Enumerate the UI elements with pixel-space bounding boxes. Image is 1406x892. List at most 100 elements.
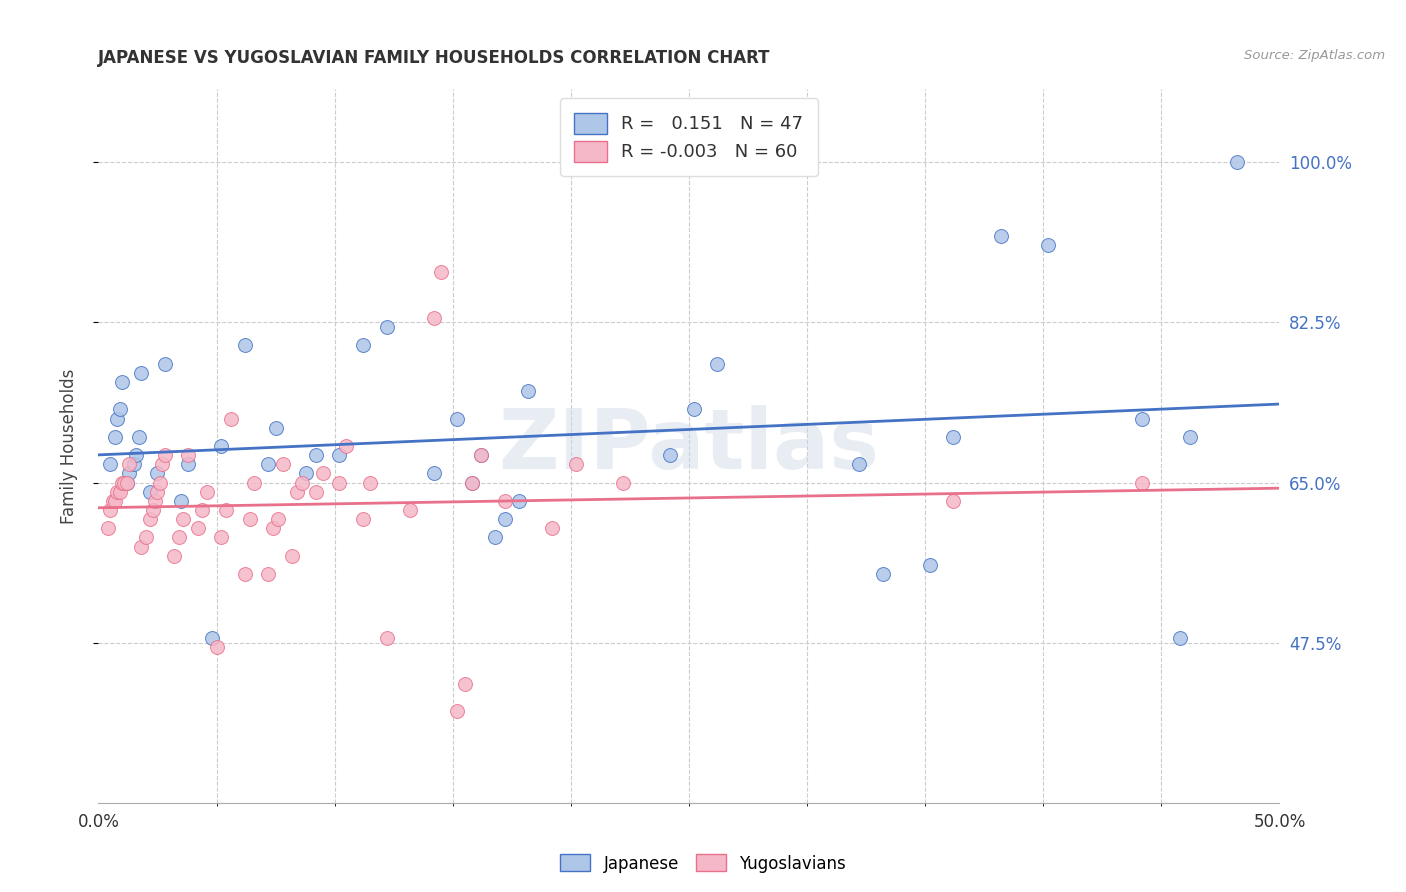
- Point: [167, 531, 190, 545]
- Point: [990, 228, 1012, 243]
- Point: [163, 549, 186, 563]
- Point: [142, 503, 165, 517]
- Point: [423, 467, 446, 481]
- Point: [446, 411, 468, 425]
- Point: [243, 475, 266, 490]
- Point: [191, 503, 214, 517]
- Point: [375, 631, 398, 645]
- Point: [1132, 411, 1154, 425]
- Point: [209, 531, 232, 545]
- Point: [423, 310, 446, 325]
- Point: [682, 402, 704, 417]
- Point: [153, 448, 176, 462]
- Point: [942, 494, 965, 508]
- Point: [233, 338, 256, 352]
- Point: [312, 467, 335, 481]
- Point: [918, 558, 941, 572]
- Point: [135, 531, 157, 545]
- Point: [219, 411, 242, 425]
- Point: [290, 475, 312, 490]
- Point: [201, 631, 224, 645]
- Point: [612, 475, 634, 490]
- Point: [257, 458, 280, 472]
- Point: [187, 521, 209, 535]
- Point: [541, 521, 564, 535]
- Point: [170, 494, 193, 508]
- Point: [139, 484, 162, 499]
- Point: [460, 475, 482, 490]
- Point: [257, 567, 280, 582]
- Point: [564, 458, 586, 472]
- Point: [112, 475, 135, 490]
- Point: [125, 448, 148, 462]
- Point: [267, 512, 290, 526]
- Point: [262, 521, 284, 535]
- Point: [484, 531, 506, 545]
- Point: [1168, 631, 1191, 645]
- Point: [352, 512, 374, 526]
- Point: [305, 484, 328, 499]
- Point: [111, 375, 134, 389]
- Text: Source: ZipAtlas.com: Source: ZipAtlas.com: [1244, 49, 1385, 62]
- Point: [508, 494, 530, 508]
- Point: [143, 494, 166, 508]
- Y-axis label: Family Households: Family Households: [59, 368, 77, 524]
- Point: [460, 475, 482, 490]
- Point: [129, 366, 152, 380]
- Point: [177, 458, 200, 472]
- Point: [205, 640, 228, 655]
- Point: [872, 567, 894, 582]
- Point: [118, 467, 141, 481]
- Point: [101, 494, 124, 508]
- Point: [494, 512, 516, 526]
- Text: ZIPatlas: ZIPatlas: [499, 406, 879, 486]
- Point: [108, 484, 131, 499]
- Point: [146, 467, 169, 481]
- Point: [108, 402, 131, 417]
- Point: [1036, 237, 1059, 252]
- Legend: R =   0.151   N = 47, R = -0.003   N = 60: R = 0.151 N = 47, R = -0.003 N = 60: [560, 98, 818, 176]
- Point: [105, 484, 128, 499]
- Legend: Japanese, Yugoslavians: Japanese, Yugoslavians: [554, 847, 852, 880]
- Point: [97, 521, 120, 535]
- Point: [98, 503, 121, 517]
- Point: [104, 494, 127, 508]
- Point: [111, 475, 134, 490]
- Point: [98, 458, 121, 472]
- Point: [195, 484, 218, 499]
- Point: [271, 458, 294, 472]
- Point: [285, 484, 308, 499]
- Point: [399, 503, 422, 517]
- Point: [305, 448, 328, 462]
- Point: [239, 512, 262, 526]
- Point: [1226, 155, 1249, 169]
- Point: [494, 494, 516, 508]
- Point: [153, 357, 176, 371]
- Point: [942, 430, 965, 444]
- Point: [1178, 430, 1201, 444]
- Point: [209, 439, 232, 453]
- Point: [115, 475, 138, 490]
- Point: [446, 704, 468, 718]
- Point: [328, 448, 350, 462]
- Point: [115, 475, 138, 490]
- Text: JAPANESE VS YUGOSLAVIAN FAMILY HOUSEHOLDS CORRELATION CHART: JAPANESE VS YUGOSLAVIAN FAMILY HOUSEHOLD…: [98, 49, 770, 67]
- Point: [375, 320, 398, 334]
- Point: [453, 677, 475, 691]
- Point: [470, 448, 492, 462]
- Point: [359, 475, 381, 490]
- Point: [139, 512, 162, 526]
- Point: [295, 467, 318, 481]
- Point: [172, 512, 194, 526]
- Point: [328, 475, 350, 490]
- Point: [430, 265, 453, 279]
- Point: [150, 458, 173, 472]
- Point: [118, 458, 141, 472]
- Point: [128, 430, 150, 444]
- Point: [177, 448, 200, 462]
- Point: [517, 384, 540, 398]
- Point: [352, 338, 374, 352]
- Point: [281, 549, 304, 563]
- Point: [1132, 475, 1154, 490]
- Point: [264, 420, 287, 434]
